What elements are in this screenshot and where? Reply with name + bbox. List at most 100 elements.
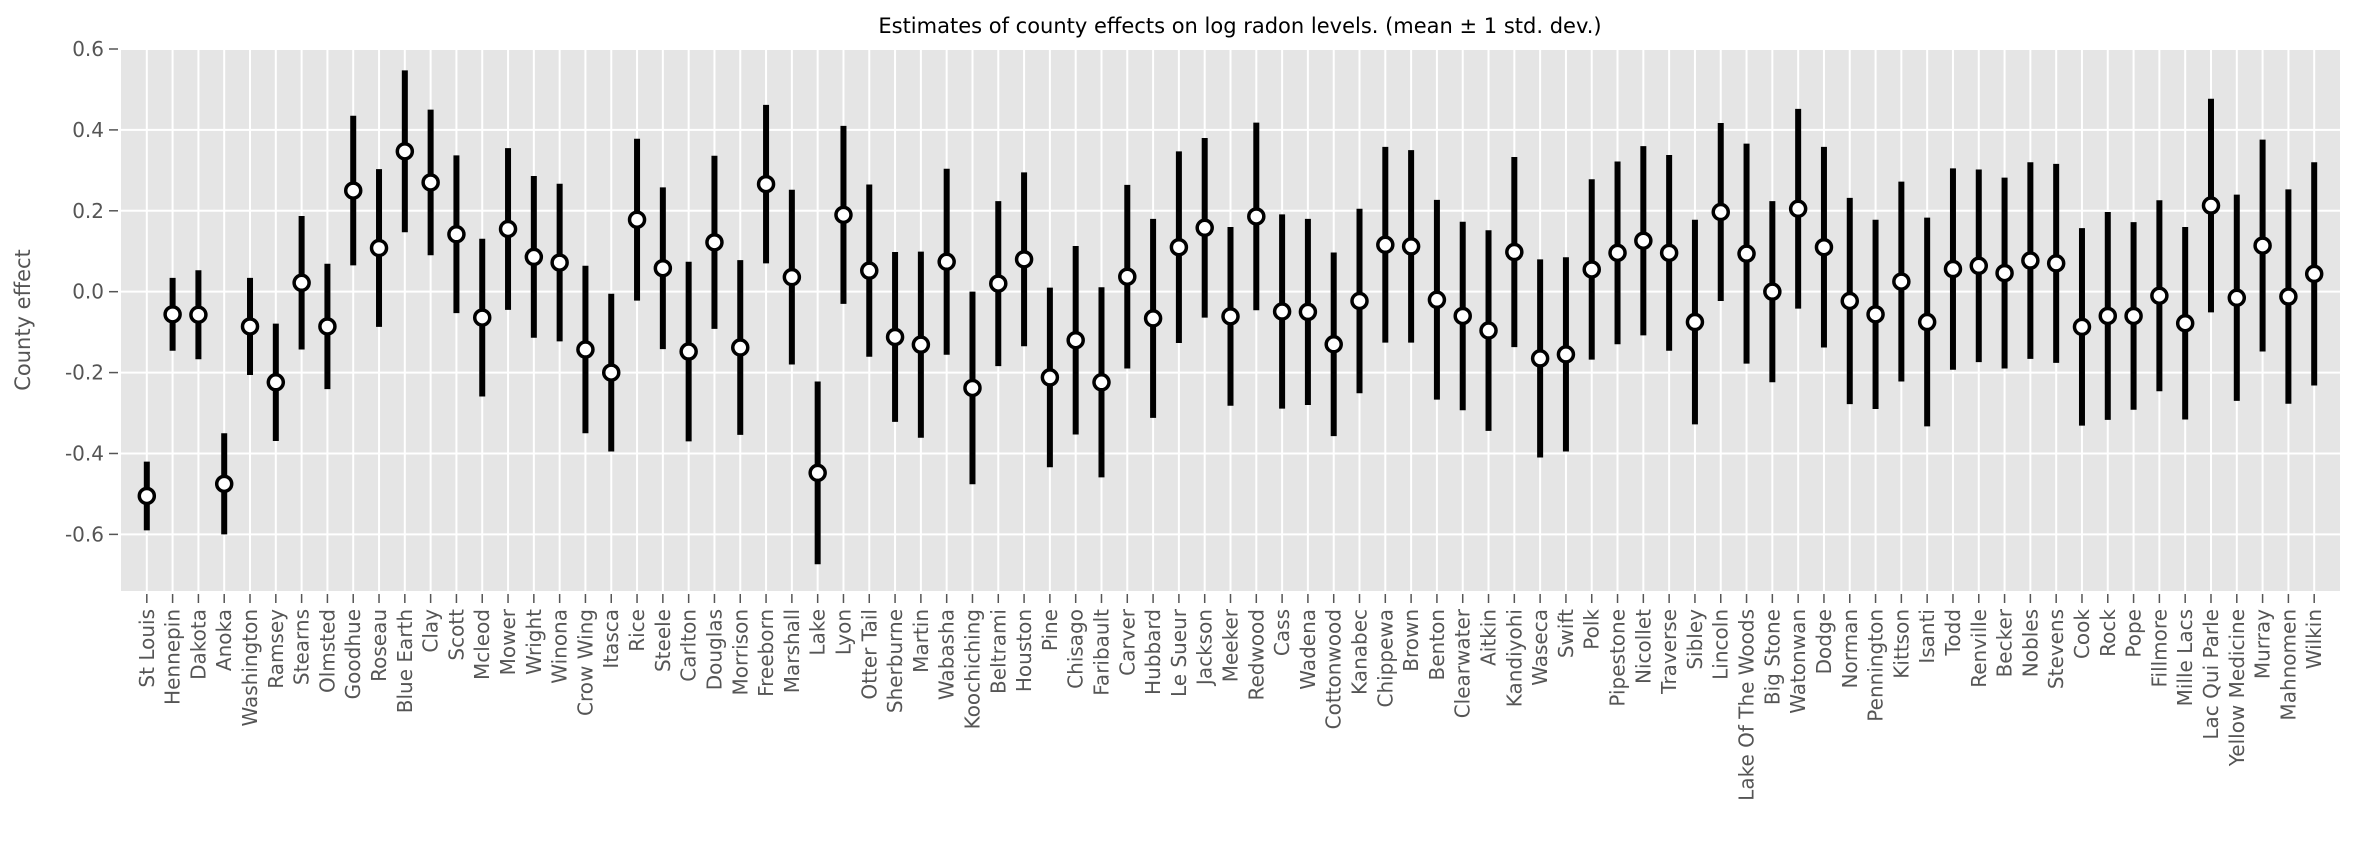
x-tick-label: Renville bbox=[1967, 609, 1991, 688]
x-tick-label: Jackson bbox=[1193, 609, 1217, 687]
x-tick-label: Faribault bbox=[1089, 609, 1113, 696]
x-tick-label: Cottonwood bbox=[1322, 609, 1346, 729]
mean-marker bbox=[963, 378, 982, 398]
x-tick-label: Benton bbox=[1425, 609, 1449, 680]
x-tick-label: Fillmore bbox=[2147, 609, 2171, 688]
mean-marker bbox=[1014, 250, 1034, 269]
x-tick-label: Pine bbox=[1038, 609, 1062, 651]
mean-marker bbox=[2124, 306, 2143, 326]
x-tick-label: Morrison bbox=[728, 609, 752, 695]
mean-marker bbox=[1092, 373, 1111, 392]
x-tick-label: Lyon bbox=[831, 609, 855, 655]
mean-marker bbox=[1350, 291, 1369, 311]
mean-marker bbox=[2253, 236, 2272, 255]
chart-title: Estimates of county effects on log radon… bbox=[878, 14, 1601, 38]
x-tick-label: St Louis bbox=[135, 609, 159, 688]
x-tick-label: Otter Tail bbox=[857, 609, 881, 700]
x-tick-label: Murray bbox=[2251, 609, 2275, 679]
mean-marker bbox=[1892, 272, 1911, 291]
mean-marker bbox=[214, 474, 234, 494]
mean-marker bbox=[1969, 256, 1989, 276]
mean-marker bbox=[834, 205, 853, 225]
mean-marker bbox=[472, 308, 492, 327]
mean-marker bbox=[911, 335, 931, 354]
mean-marker bbox=[1840, 291, 1860, 311]
mean-marker bbox=[1788, 199, 1808, 219]
mean-marker bbox=[1505, 242, 1524, 262]
mean-marker bbox=[1401, 237, 1421, 256]
mean-marker bbox=[2279, 287, 2298, 306]
mean-marker bbox=[2175, 313, 2195, 333]
mean-marker bbox=[1530, 349, 1550, 368]
x-tick-label: Swift bbox=[1554, 609, 1578, 658]
x-tick-label: Carver bbox=[1115, 608, 1139, 676]
x-tick-label: Crow Wing bbox=[573, 609, 597, 716]
y-ticks: -0.6 -0.4 -0.2 0.0 0.2 0.4 0.6 bbox=[65, 37, 118, 546]
x-tick-label: Martin bbox=[909, 609, 933, 673]
x-tick-label: Cass bbox=[1270, 609, 1294, 656]
mean-marker bbox=[1556, 345, 1576, 364]
mean-marker bbox=[240, 317, 260, 336]
mean-marker bbox=[756, 174, 776, 194]
x-tick-label: Blue Earth bbox=[393, 609, 417, 713]
mean-marker bbox=[2227, 288, 2247, 308]
x-tick-label: Todd bbox=[1941, 609, 1965, 656]
mean-marker bbox=[653, 258, 673, 278]
mean-marker bbox=[1659, 243, 1679, 263]
x-tick-label: Ramsey bbox=[264, 609, 288, 689]
mean-marker bbox=[395, 142, 415, 161]
x-tick-label: Clay bbox=[419, 609, 443, 653]
mean-marker bbox=[1143, 309, 1163, 328]
x-tick-label: Scott bbox=[444, 609, 468, 661]
mean-marker bbox=[1917, 312, 1937, 332]
mean-marker bbox=[1711, 202, 1730, 222]
y-tick-label: 0.4 bbox=[72, 118, 104, 142]
mean-marker bbox=[705, 233, 724, 252]
mean-marker bbox=[2304, 264, 2324, 284]
x-tick-label: Chisago bbox=[1064, 609, 1088, 689]
y-tick-label: 0.0 bbox=[72, 280, 104, 304]
mean-marker bbox=[679, 342, 698, 361]
mean-marker bbox=[343, 181, 363, 200]
x-tick-label: Aitkin bbox=[1477, 609, 1501, 666]
x-tick-label: Steele bbox=[651, 609, 675, 672]
x-ticks: St Louis Hennepin Dakota Anoka Washington Ram… bbox=[135, 594, 2326, 801]
x-tick-label: Dodge bbox=[1812, 609, 1836, 674]
mean-marker bbox=[2098, 306, 2118, 326]
x-tick-label: Redwood bbox=[1244, 609, 1268, 701]
mean-marker bbox=[1298, 302, 1318, 322]
x-tick-label: Mower bbox=[496, 608, 520, 675]
mean-marker bbox=[1608, 243, 1627, 263]
mean-marker bbox=[989, 274, 1008, 293]
mean-marker bbox=[1995, 263, 2014, 283]
mean-marker bbox=[1479, 321, 1498, 340]
mean-marker bbox=[1247, 207, 1266, 226]
mean-marker bbox=[137, 486, 157, 506]
y-tick-label: 0.6 bbox=[72, 37, 104, 61]
x-tick-label: Norman bbox=[1838, 609, 1862, 688]
mean-marker bbox=[2046, 254, 2066, 273]
y-tick-label: -0.2 bbox=[65, 361, 104, 385]
x-tick-label: Kandiyohi bbox=[1502, 609, 1526, 707]
x-tick-label: Lac Qui Parle bbox=[2199, 609, 2223, 740]
mean-marker bbox=[1634, 231, 1653, 250]
x-tick-label: Lake Of The Woods bbox=[1735, 609, 1759, 801]
mean-marker bbox=[601, 363, 621, 382]
x-tick-label: Freeborn bbox=[754, 609, 778, 697]
mean-marker bbox=[1427, 290, 1447, 310]
mean-marker bbox=[731, 338, 750, 357]
mean-marker bbox=[163, 305, 182, 324]
mean-marker bbox=[2150, 286, 2169, 305]
x-tick-label: Polk bbox=[1580, 609, 1604, 650]
x-tick-label: Wright bbox=[522, 609, 546, 675]
mean-marker bbox=[524, 247, 544, 267]
error-bars bbox=[137, 70, 2324, 565]
x-tick-label: Marshall bbox=[780, 609, 804, 693]
x-tick-label: Sherburne bbox=[883, 609, 907, 713]
mean-marker bbox=[860, 261, 879, 280]
mean-marker bbox=[1582, 260, 1601, 279]
mean-marker bbox=[1221, 307, 1240, 326]
x-tick-label: Stevens bbox=[2044, 609, 2068, 689]
x-tick-label: Lincoln bbox=[1709, 609, 1733, 680]
x-tick-label: Pope bbox=[2122, 609, 2146, 658]
